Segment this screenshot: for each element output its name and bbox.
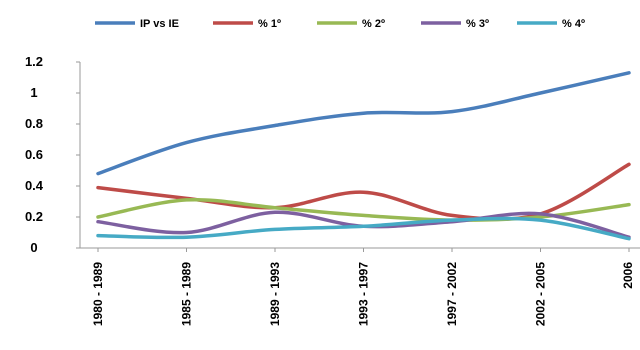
x-tick-label: 1985 - 1989 bbox=[180, 262, 194, 326]
series-lines bbox=[96, 71, 631, 241]
y-axis: 1.2 1 0.8 0.6 0.4 0.2 0 bbox=[25, 54, 81, 255]
x-tick-label: 1980 - 1989 bbox=[91, 262, 105, 326]
series-line-2 bbox=[96, 162, 631, 221]
series-line-5 bbox=[96, 216, 631, 241]
y-tick-label: 0.4 bbox=[25, 178, 44, 193]
chart-legend: IP vs IE % 1º % 2º % 3º % 4º bbox=[95, 18, 585, 30]
legend-label: % 2º bbox=[362, 18, 385, 30]
y-tick-label: 0.6 bbox=[25, 147, 43, 162]
x-tick-label: 1989 - 1993 bbox=[268, 262, 282, 326]
series-line-1 bbox=[96, 71, 631, 176]
x-tick-label: 1993 - 1997 bbox=[357, 262, 371, 326]
x-tick-label: 1997 - 2002 bbox=[445, 262, 459, 326]
legend-label: % 4º bbox=[562, 18, 585, 30]
y-tick-label: 0 bbox=[30, 240, 37, 255]
legend-label: % 3º bbox=[466, 18, 489, 30]
legend-label: % 1º bbox=[258, 18, 281, 30]
y-tick-label: 0.8 bbox=[25, 116, 43, 131]
x-tick-label: 2002 - 2005 bbox=[534, 262, 548, 326]
legend-label: IP vs IE bbox=[140, 18, 179, 30]
x-axis: 1980 - 1989 1985 - 1989 1989 - 1993 1993 - … bbox=[80, 247, 640, 326]
y-tick-label: 1 bbox=[30, 85, 37, 100]
y-tick-label: 1.2 bbox=[25, 54, 43, 69]
x-tick-label: 2006 bbox=[621, 262, 635, 289]
series-line-3 bbox=[96, 197, 631, 222]
y-tick-label: 0.2 bbox=[25, 209, 43, 224]
